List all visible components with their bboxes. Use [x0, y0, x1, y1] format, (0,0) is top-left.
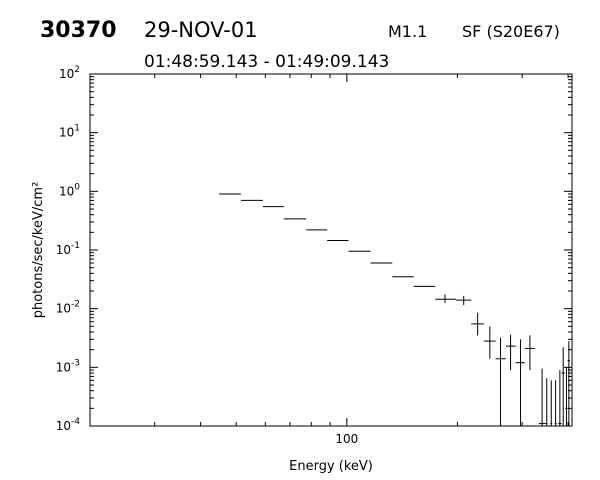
data-point	[565, 367, 568, 426]
data-point	[554, 380, 557, 426]
event-date: 29-NOV-01	[144, 18, 258, 42]
y-tick-label: 10-2	[56, 300, 80, 316]
data-point	[435, 294, 456, 303]
data-point	[505, 334, 516, 371]
x-axis-label: Energy (keV)	[289, 459, 373, 474]
flare-location: SF (S20E67)	[462, 22, 560, 41]
time-range: 01:48:59.143 - 01:49:09.143	[144, 52, 389, 72]
goes-class: M1.1	[388, 22, 427, 41]
data-point	[561, 347, 565, 426]
data-point	[558, 370, 562, 426]
data-point	[524, 335, 535, 371]
y-tick-label: 101	[59, 124, 80, 140]
data-points	[219, 193, 571, 426]
y-tick-label: 10-4	[56, 417, 81, 433]
x-tick-label: 100	[335, 432, 358, 446]
plot-frame	[89, 73, 573, 427]
x-tick-labels: 100	[335, 432, 358, 446]
data-point	[567, 341, 571, 426]
data-point	[495, 337, 506, 426]
y-tick-label: 10-1	[56, 241, 80, 257]
data-point	[550, 380, 553, 426]
data-point	[545, 378, 548, 426]
data-point	[538, 368, 546, 426]
event-id: 30370	[40, 18, 117, 43]
y-tick-label: 102	[59, 65, 80, 81]
y-tick-labels: 102 101 100 10-1 10-2 10-3 10-4	[56, 65, 81, 433]
data-point	[455, 295, 472, 306]
y-tick-label: 100	[59, 182, 80, 198]
data-point	[483, 326, 496, 359]
axis-ticks	[89, 73, 572, 427]
y-axis-label: photons/sec/keV/cm²	[31, 182, 46, 319]
y-tick-label: 10-3	[56, 358, 80, 374]
data-point	[515, 339, 525, 426]
data-point	[471, 312, 484, 336]
